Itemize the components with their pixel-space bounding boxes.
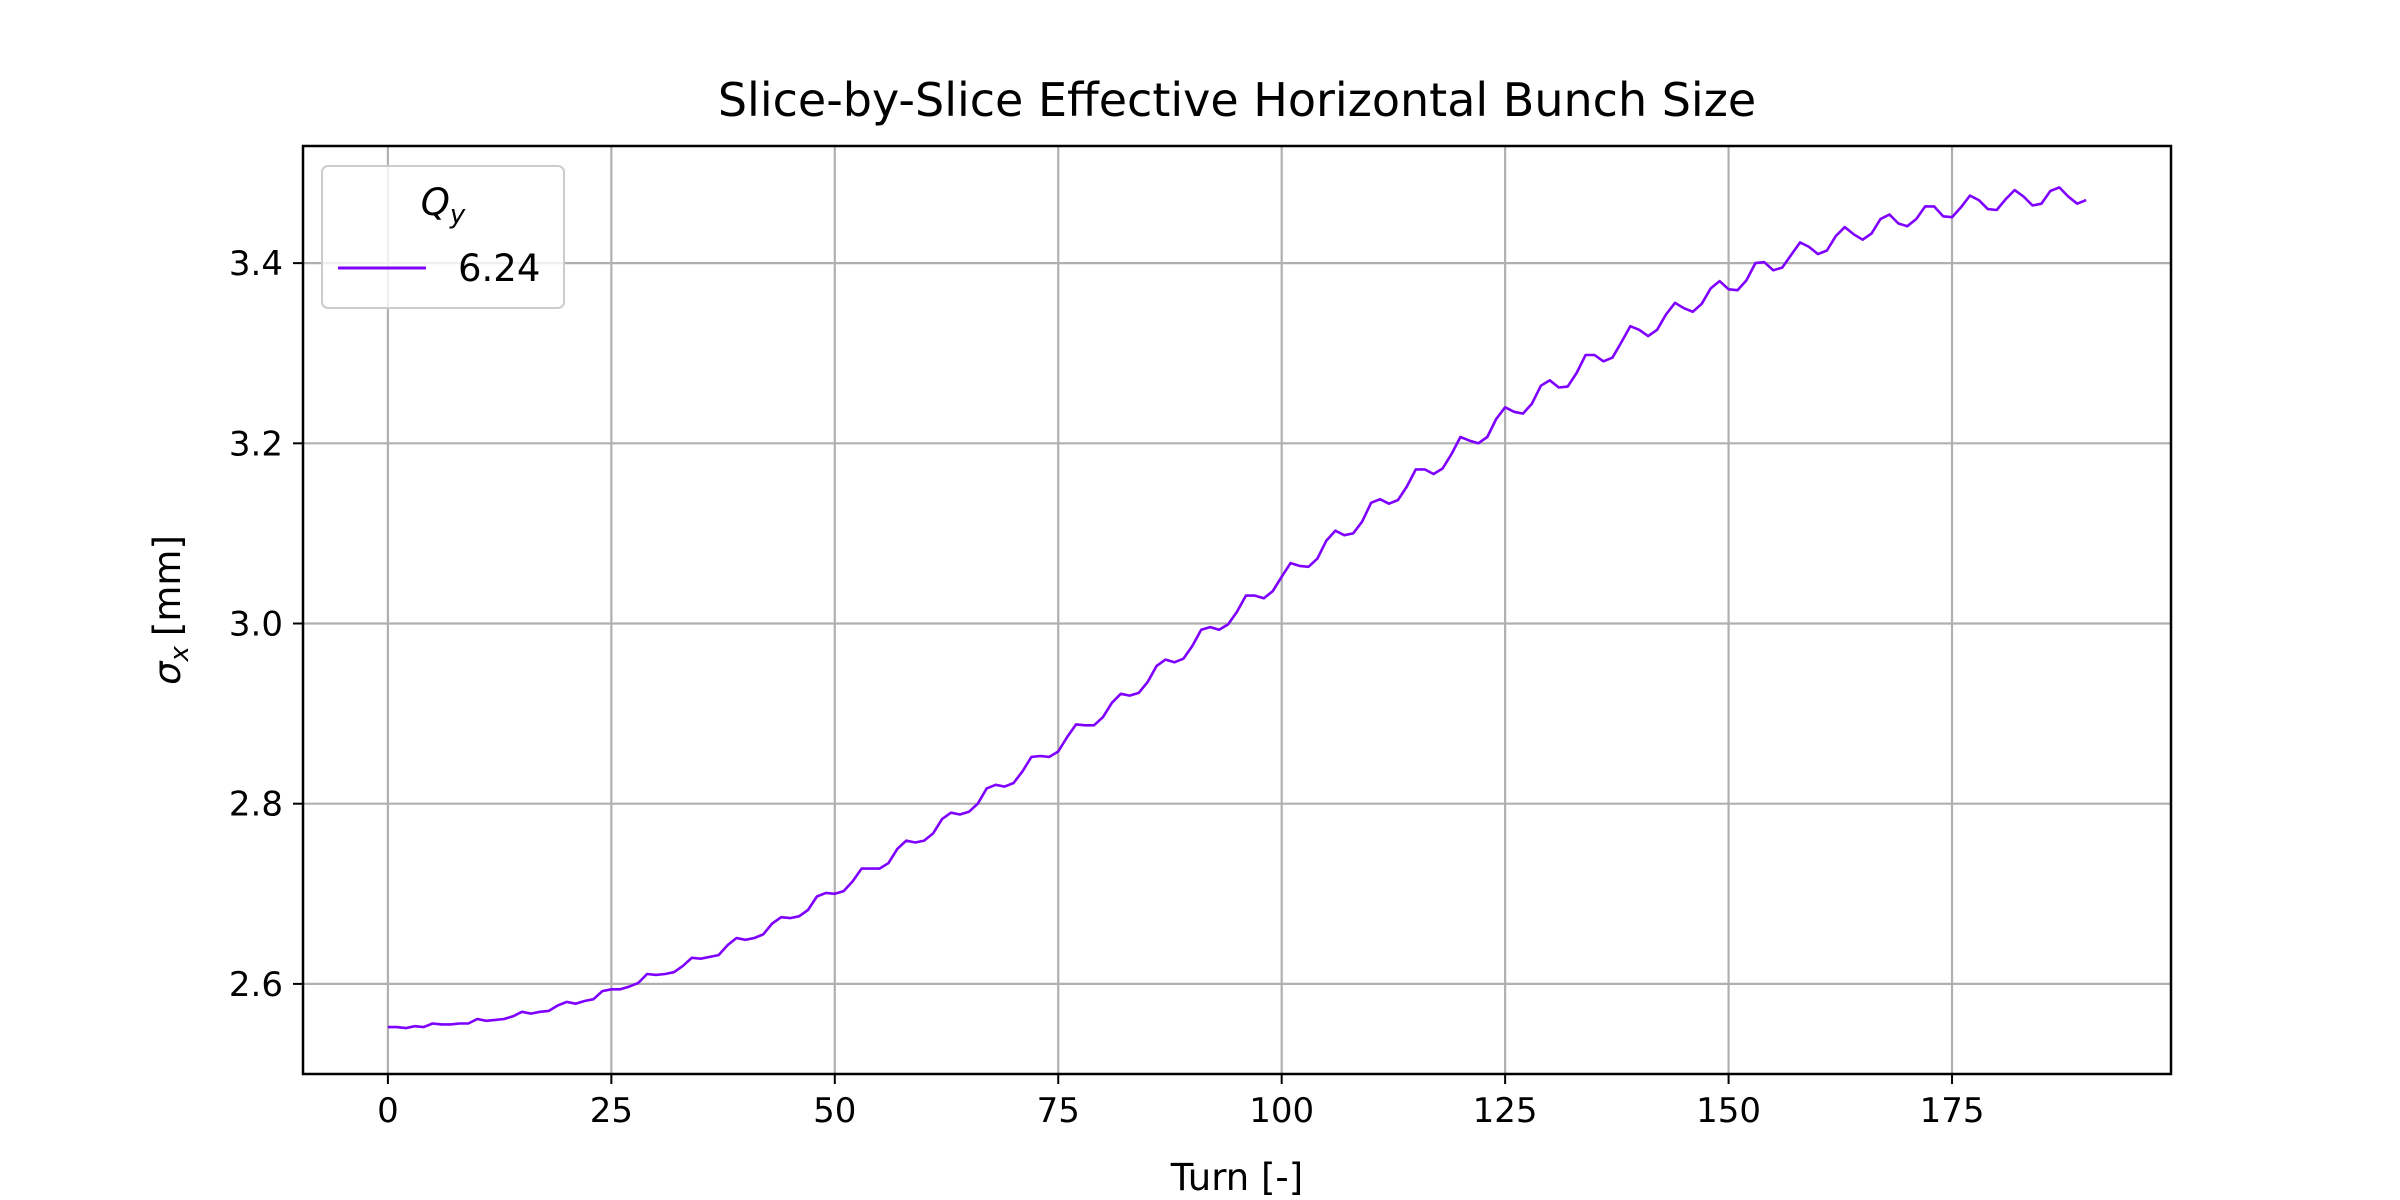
y-tick-label: 2.8 bbox=[229, 785, 283, 825]
y-axis: 2.6 2.8 3.0 3.2 3.4 bbox=[229, 244, 303, 1005]
y-axis-subscript: x bbox=[165, 645, 195, 662]
x-tick-label: 175 bbox=[1920, 1091, 1985, 1131]
x-axis-title: Turn [-] bbox=[1170, 1156, 1303, 1199]
plot-line-group bbox=[387, 186, 2087, 1030]
legend-title: Qy bbox=[421, 181, 466, 230]
y-axis-title: σx [mm] bbox=[146, 535, 195, 685]
legend-series-label: 6.24 bbox=[458, 247, 540, 290]
chart-title: Slice-by-Slice Effective Horizontal Bunc… bbox=[718, 73, 1756, 127]
x-tick-label: 25 bbox=[590, 1091, 633, 1131]
y-tick-label: 3.2 bbox=[229, 424, 283, 464]
y-tick-label: 3.0 bbox=[229, 605, 283, 645]
legend-box bbox=[321, 165, 565, 309]
x-tick-label: 50 bbox=[813, 1091, 856, 1131]
grid bbox=[303, 146, 2171, 1074]
x-axis: 0 25 50 75 100 125 150 175 bbox=[377, 1074, 1984, 1131]
legend: Qy 6.24 bbox=[321, 165, 565, 309]
plot-frame bbox=[301, 144, 2173, 1076]
y-axis-symbol: σ bbox=[146, 660, 189, 685]
x-tick-label: 75 bbox=[1037, 1091, 1080, 1131]
y-tick-label: 2.6 bbox=[229, 965, 283, 1005]
y-axis-unit: [mm] bbox=[146, 535, 189, 636]
x-tick-label: 100 bbox=[1249, 1091, 1314, 1131]
x-tick-label: 0 bbox=[377, 1091, 399, 1131]
legend-title-symbol: Q bbox=[421, 181, 450, 224]
y-tick-label: 3.4 bbox=[229, 244, 283, 284]
legend-title-subscript: y bbox=[449, 200, 466, 230]
series-line bbox=[387, 186, 2087, 1030]
x-tick-label: 150 bbox=[1696, 1091, 1761, 1131]
x-tick-label: 125 bbox=[1473, 1091, 1538, 1131]
